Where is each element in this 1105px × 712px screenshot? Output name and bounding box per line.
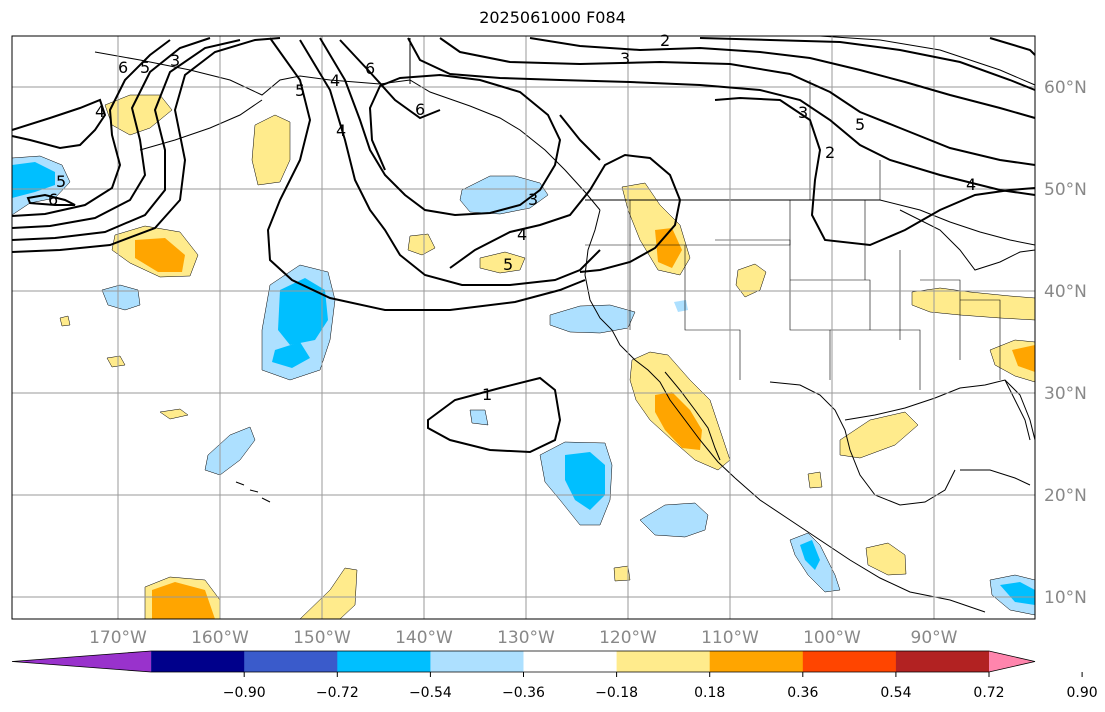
colorbar-cell (616, 651, 711, 672)
colorbar-cell (709, 651, 804, 672)
colorbar-extend-min (12, 651, 152, 672)
contour-label: 3 (170, 51, 180, 70)
contour-label: 4 (966, 175, 976, 194)
colorbar-cell (430, 651, 524, 672)
contour-label: 4 (95, 102, 105, 121)
colorbar-label: −0.72 (316, 685, 359, 701)
lat-label: 50°N (1044, 180, 1087, 200)
latitude-labels: 60°N 50°N 40°N 30°N 20°N 10°N (1044, 78, 1087, 608)
colorbar-label: 0.54 (880, 685, 911, 701)
colorbar-label: 0.18 (694, 685, 725, 701)
gridlines (12, 36, 1035, 619)
contour-label: 6 (48, 190, 58, 209)
lat-label: 30°N (1044, 384, 1087, 404)
colorbar-label: 0.36 (787, 685, 818, 701)
contour-label: 6 (365, 59, 375, 78)
colorbar-extend-max (989, 651, 1035, 672)
lon-label: 150°W (293, 628, 351, 648)
colorbar-label: 0.72 (973, 685, 1004, 701)
map-background (12, 36, 1035, 619)
lon-label: 130°W (497, 628, 555, 648)
contour-label: 3 (528, 190, 538, 209)
contour-label: 6 (118, 58, 128, 77)
colorbar-outline (11, 650, 1036, 673)
lat-label: 10°N (1044, 588, 1087, 608)
colorbar-label: 0.90 (1067, 685, 1098, 701)
longitude-labels: 170°W 160°W 150°W 140°W 130°W 120°W 110°… (89, 628, 958, 648)
colorbar-cell (244, 651, 338, 672)
contour-label: 6 (415, 100, 425, 119)
lon-label: 160°W (191, 628, 249, 648)
colorbar-label: −0.90 (223, 685, 266, 701)
lat-label: 20°N (1044, 486, 1087, 506)
colorbar-cell (151, 651, 245, 672)
colorbar-label: −0.36 (502, 685, 545, 701)
contour-label: 5 (140, 58, 150, 77)
colorbar-label: −0.18 (595, 685, 638, 701)
contour-label: 2 (825, 143, 835, 162)
lon-label: 110°W (701, 628, 759, 648)
lat-label: 60°N (1044, 78, 1087, 98)
contour-label: 2 (660, 31, 670, 50)
contour-labels: 6 5 4 3 6 4 5 6 3 2 4 5 6 5 4 3 2 1 3 4 … (48, 31, 976, 404)
lat-label: 40°N (1044, 282, 1087, 302)
contour-label: 3 (798, 103, 808, 122)
colorbar-cell (523, 651, 618, 672)
lon-label: 120°W (599, 628, 657, 648)
map-frame (11, 35, 1036, 620)
contour-label: 5 (56, 172, 66, 191)
colorbar-label: −0.54 (409, 685, 452, 701)
lon-label: 90°W (911, 628, 958, 648)
state-borders (585, 80, 1001, 390)
colorbar-cell (802, 651, 897, 672)
contour-label: 4 (336, 121, 346, 140)
map-title: 2025061000 F084 (479, 8, 626, 27)
colorbar-cell (337, 651, 431, 672)
contour-label: 5 (855, 115, 865, 134)
height-contours (11, 37, 1036, 454)
contour-label: 3 (620, 49, 630, 68)
contour-label: 5 (295, 81, 305, 100)
lon-label: 170°W (89, 628, 147, 648)
colorbar: −0.90 −0.72 −0.54 −0.36 −0.18 0.18 0.36 0.54 0.7… (11, 650, 1098, 701)
contour-label: 4 (517, 225, 527, 244)
colorbar-cell (895, 651, 990, 672)
lon-label: 140°W (395, 628, 453, 648)
contour-label: 5 (503, 255, 513, 274)
contour-label: 1 (482, 385, 492, 404)
contour-label: 4 (330, 71, 340, 90)
lon-label: 100°W (803, 628, 861, 648)
